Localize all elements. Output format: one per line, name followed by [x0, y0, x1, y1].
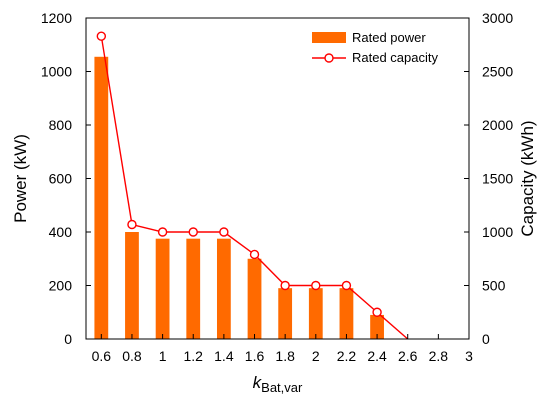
legend: Rated power Rated capacity [312, 30, 438, 65]
legend-swatch-rated-power [312, 32, 346, 43]
bar-rated-power [278, 288, 293, 339]
x-tick-label: 1.2 [184, 348, 204, 364]
x-tick-label: 2.8 [429, 348, 449, 364]
x-axis-title: kBat,var [253, 373, 303, 395]
y-right-tick-label: 2500 [482, 64, 513, 80]
x-tick-label: 2.2 [337, 348, 357, 364]
y-right-tick-label: 500 [482, 278, 506, 294]
x-axis-title-main: k [253, 373, 263, 392]
legend-label-rated-capacity: Rated capacity [352, 50, 438, 65]
bar-rated-power [339, 288, 354, 339]
axis-labels: kBat,var Power (kW) Capacity (kWh) [11, 120, 537, 395]
bar-group [94, 56, 384, 339]
x-tick-label: 0.8 [122, 348, 142, 364]
point-rated-capacity [280, 280, 290, 291]
legend-marker-rated-capacity [324, 53, 334, 63]
y-right-tick-label: 3000 [482, 10, 513, 26]
point-rated-capacity [219, 227, 229, 237]
y-left-tick-label: 400 [49, 224, 73, 240]
legend-label-rated-power: Rated power [352, 30, 426, 45]
x-tick-label: 2.6 [398, 348, 418, 364]
y-left-tick-label: 1200 [41, 10, 72, 26]
x-tick-label: 2.4 [367, 348, 387, 364]
bar-rated-power [216, 238, 231, 339]
y-left-tick-label: 1000 [41, 64, 72, 80]
y-right-tick-label: 2000 [482, 117, 513, 133]
point-rated-capacity [188, 227, 198, 237]
y-left-tick-label: 800 [49, 117, 73, 133]
point-rated-capacity [249, 249, 260, 260]
bar-rated-power [308, 288, 323, 339]
point-rated-capacity [311, 280, 321, 291]
y-right-tick-label: 1500 [482, 171, 513, 187]
bar-rated-power [155, 238, 170, 339]
y-right-tick-label: 0 [482, 331, 490, 347]
plot-frame [85, 17, 470, 340]
x-tick-label: 1.6 [245, 348, 265, 364]
bar-rated-power [125, 232, 139, 339]
x-tick-label: 3 [465, 348, 473, 364]
point-rated-capacity [157, 227, 168, 237]
bar-rated-power [186, 238, 201, 339]
x-tick-label: 2 [312, 348, 320, 364]
line-series-group [96, 31, 409, 340]
bar-rated-power [370, 314, 384, 339]
x-tick-label: 1.8 [275, 348, 295, 364]
y-left-tick-label: 0 [64, 331, 72, 347]
axis-ticks: 0 200 400 600 800 1000 1200 0 500 1000 1500 2000 250… [41, 10, 514, 364]
y-left-tick-label: 600 [49, 171, 73, 187]
y-right-tick-label: 1000 [482, 224, 513, 240]
x-tick-label: 1 [159, 348, 167, 364]
x-tick-label: 0.6 [92, 348, 112, 364]
y-left-axis-title: Power (kW) [11, 134, 30, 223]
point-rated-capacity [96, 31, 107, 41]
bar-rated-power [94, 56, 109, 339]
y-right-axis-title: Capacity (kWh) [518, 120, 537, 236]
point-rated-capacity [372, 307, 382, 317]
point-rated-capacity [127, 219, 137, 230]
bar-rated-power [247, 258, 262, 339]
y-left-tick-label: 200 [49, 278, 73, 294]
x-tick-label: 1.4 [214, 348, 234, 364]
x-axis-title-subscript: Bat,var [261, 380, 303, 395]
point-rated-capacity [341, 280, 352, 291]
